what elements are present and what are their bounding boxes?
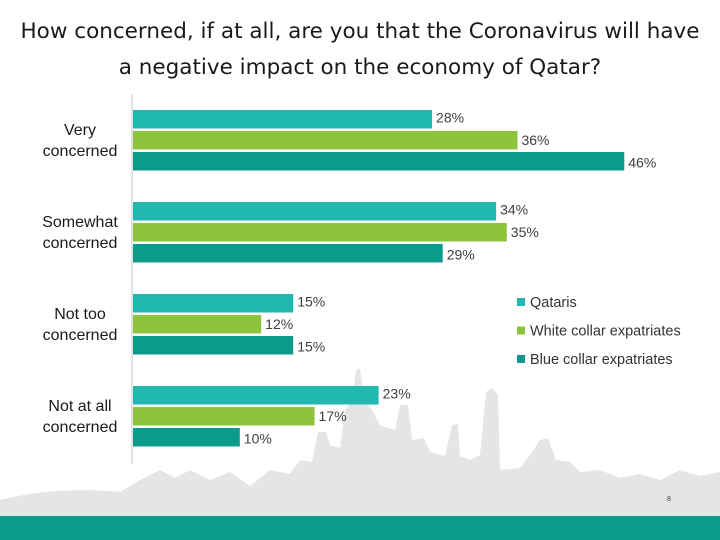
category-label: Somewhat concerned xyxy=(42,214,118,252)
category-label: Not at all concerned xyxy=(43,398,118,436)
bar-not-too-concerned-qataris xyxy=(133,294,294,313)
legend-label: Blue collar expatriates xyxy=(530,352,673,368)
bar-not-at-all-concerned-qataris xyxy=(133,386,379,405)
bar-value-label: 46% xyxy=(628,155,656,171)
bar-value-label: 17% xyxy=(319,408,347,424)
category-labels-group: Very concerned Somewhat concerned Not too con… xyxy=(42,122,118,436)
bar-value-label: 35% xyxy=(511,224,539,240)
bar-value-label: 23% xyxy=(383,386,411,402)
legend: Qataris White collar expatriates Blue coll… xyxy=(517,295,681,368)
legend-swatch xyxy=(517,355,525,363)
category-label: Very concerned xyxy=(43,122,118,160)
bar-somewhat-concerned-white-collar-expatriates xyxy=(133,223,507,242)
footer-band xyxy=(0,516,720,540)
bar-value-label: 15% xyxy=(297,294,325,310)
bar-value-label: 12% xyxy=(265,316,293,332)
skyline-decoration xyxy=(0,368,720,516)
bar-not-too-concerned-white-collar-expatriates xyxy=(133,315,262,334)
bar-somewhat-concerned-blue-collar-expatriates xyxy=(133,244,443,263)
bar-somewhat-concerned-qataris xyxy=(133,202,497,221)
bar-value-label: 34% xyxy=(500,202,528,218)
legend-swatch xyxy=(517,326,525,335)
bar-very-concerned-white-collar-expatriates xyxy=(133,131,518,150)
bar-value-label: 29% xyxy=(447,247,475,263)
category-label: Not too concerned xyxy=(43,306,118,344)
bar-value-label: 28% xyxy=(436,110,464,126)
legend-swatch xyxy=(517,298,525,306)
chart-title: How concerned, if at all, are you that t… xyxy=(20,19,700,80)
bar-not-too-concerned-blue-collar-expatriates xyxy=(133,336,294,355)
page-number: 8 xyxy=(667,496,671,503)
bar-not-at-all-concerned-white-collar-expatriates xyxy=(133,407,315,426)
bar-value-label: 36% xyxy=(521,132,549,148)
bars-group xyxy=(133,110,625,447)
bar-very-concerned-qataris xyxy=(133,110,433,129)
bar-value-label: 10% xyxy=(244,431,272,447)
bar-not-at-all-concerned-blue-collar-expatriates xyxy=(133,428,240,447)
value-labels-group: 28% 36% 46% 34% 35% 29% 15%12%15% 23% 17% 10% xyxy=(244,110,657,447)
legend-label: White collar expatriates xyxy=(530,324,681,340)
bar-value-label: 15% xyxy=(297,339,325,355)
bar-very-concerned-blue-collar-expatriates xyxy=(133,152,625,171)
legend-label: Qataris xyxy=(530,295,577,311)
